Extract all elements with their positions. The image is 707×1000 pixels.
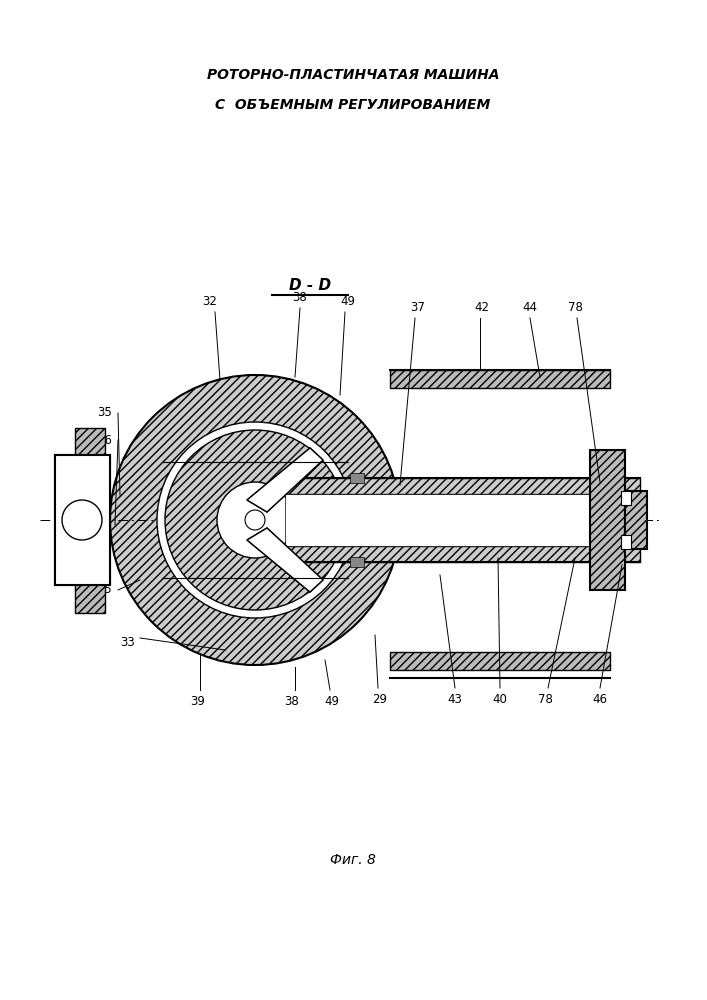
Circle shape <box>110 375 400 665</box>
Circle shape <box>62 500 102 540</box>
Bar <box>285 494 640 546</box>
Text: 38: 38 <box>285 695 299 708</box>
Text: 44: 44 <box>522 301 537 314</box>
Text: 44,45: 44,45 <box>78 584 112 596</box>
Circle shape <box>245 510 265 530</box>
Text: 38: 38 <box>293 291 308 304</box>
Bar <box>390 370 610 388</box>
Text: 40: 40 <box>493 693 508 706</box>
Text: 39: 39 <box>191 695 206 708</box>
Bar <box>590 450 625 590</box>
Text: 49: 49 <box>325 695 339 708</box>
Text: 46: 46 <box>592 693 607 706</box>
Bar <box>350 557 364 567</box>
Text: 32: 32 <box>203 295 218 308</box>
Text: 43: 43 <box>448 693 462 706</box>
Bar <box>621 491 631 505</box>
Polygon shape <box>247 528 323 592</box>
Bar <box>75 428 105 613</box>
Bar <box>390 652 610 670</box>
Bar <box>625 491 647 549</box>
Text: 42: 42 <box>474 301 489 314</box>
Text: 33: 33 <box>120 636 135 648</box>
Text: РОТОРНО-ПЛАСТИНЧАТАЯ МАШИНА: РОТОРНО-ПЛАСТИНЧАТАЯ МАШИНА <box>206 68 499 82</box>
Text: D - D: D - D <box>289 277 331 292</box>
Text: 36: 36 <box>97 434 112 446</box>
Polygon shape <box>247 448 323 512</box>
Circle shape <box>217 482 293 558</box>
Text: 78: 78 <box>568 301 583 314</box>
Text: Фиг. 8: Фиг. 8 <box>330 853 376 867</box>
Bar <box>55 455 110 585</box>
Text: С  ОБЪЕМНЫМ РЕГУЛИРОВАНИЕМ: С ОБЪЕМНЫМ РЕГУЛИРОВАНИЕМ <box>216 98 491 112</box>
Text: 49: 49 <box>341 295 356 308</box>
Bar <box>621 535 631 549</box>
Text: 37: 37 <box>411 301 426 314</box>
Polygon shape <box>247 448 323 512</box>
Text: 78: 78 <box>537 693 552 706</box>
Text: 35: 35 <box>98 406 112 420</box>
Polygon shape <box>247 528 323 592</box>
Bar <box>285 478 640 494</box>
Bar <box>55 455 110 585</box>
Text: 29: 29 <box>373 693 387 706</box>
Circle shape <box>165 430 345 610</box>
Bar <box>350 473 364 483</box>
Bar <box>285 546 640 562</box>
Circle shape <box>157 422 353 618</box>
